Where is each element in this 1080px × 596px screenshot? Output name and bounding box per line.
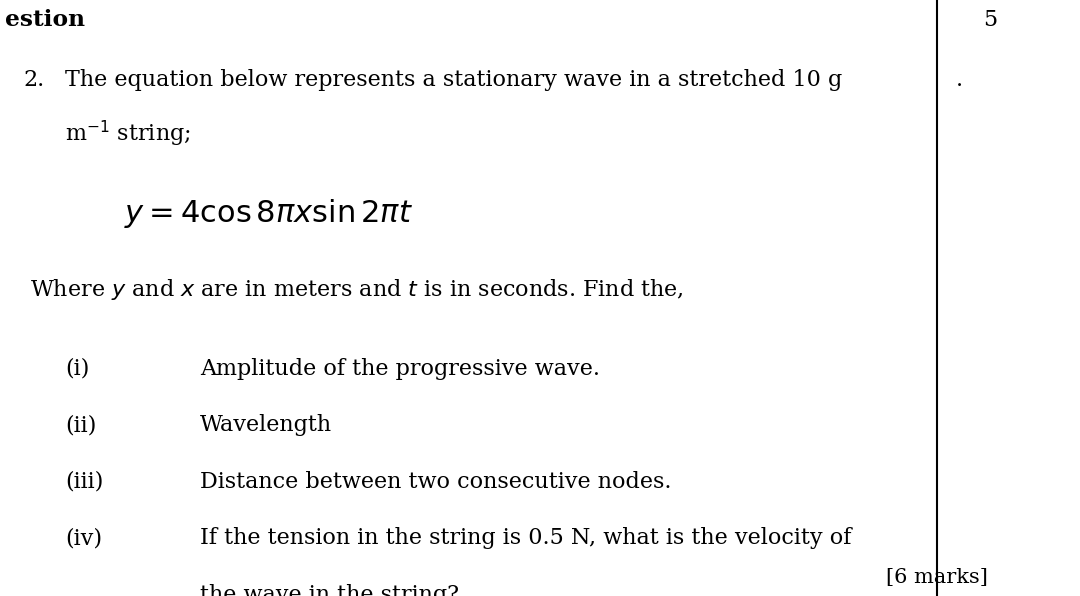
Text: (ii): (ii) bbox=[65, 414, 96, 436]
Text: 2.: 2. bbox=[24, 69, 45, 91]
Text: [6 marks]: [6 marks] bbox=[886, 568, 987, 587]
Text: the wave in the string?: the wave in the string? bbox=[200, 584, 459, 596]
Text: Amplitude of the progressive wave.: Amplitude of the progressive wave. bbox=[200, 358, 599, 380]
Text: Distance between two consecutive nodes.: Distance between two consecutive nodes. bbox=[200, 471, 672, 493]
Text: The equation below represents a stationary wave in a stretched 10 g: The equation below represents a stationa… bbox=[65, 69, 842, 91]
Text: (iii): (iii) bbox=[65, 471, 104, 493]
Text: Wavelength: Wavelength bbox=[200, 414, 332, 436]
Text: m$^{-1}$ string;: m$^{-1}$ string; bbox=[65, 119, 191, 150]
Text: $y = 4\cos 8\pi x\sin 2\pi t$: $y = 4\cos 8\pi x\sin 2\pi t$ bbox=[124, 197, 414, 229]
Text: (iv): (iv) bbox=[65, 527, 102, 550]
Text: If the tension in the string is 0.5 N, what is the velocity of: If the tension in the string is 0.5 N, w… bbox=[200, 527, 851, 550]
Text: estion: estion bbox=[5, 9, 85, 31]
Text: 5: 5 bbox=[983, 9, 997, 31]
Text: Where $y$ and $x$ are in meters and $t$ is in seconds. Find the,: Where $y$ and $x$ are in meters and $t$ … bbox=[30, 277, 684, 302]
Text: .: . bbox=[956, 69, 963, 91]
Text: (i): (i) bbox=[65, 358, 90, 380]
